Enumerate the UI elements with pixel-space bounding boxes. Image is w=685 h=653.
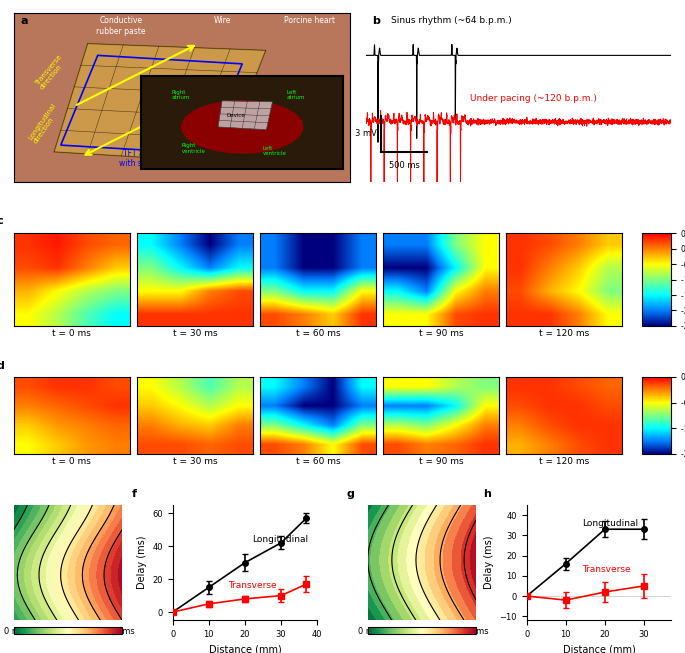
X-axis label: t = 0 ms: t = 0 ms xyxy=(52,328,91,338)
Text: TFT array
with sensor: TFT array with sensor xyxy=(119,148,164,168)
Y-axis label: Delay (ms): Delay (ms) xyxy=(484,536,494,590)
X-axis label: Distance (mm): Distance (mm) xyxy=(208,645,282,653)
Y-axis label: Delay (ms): Delay (ms) xyxy=(137,536,147,590)
Text: c: c xyxy=(0,216,3,226)
Text: h: h xyxy=(484,489,491,499)
X-axis label: Distance (mm): Distance (mm) xyxy=(562,645,636,653)
Text: Longitudinal
direction: Longitudinal direction xyxy=(27,102,62,144)
Text: d: d xyxy=(0,360,4,371)
Polygon shape xyxy=(54,44,266,162)
Text: Wire: Wire xyxy=(213,16,231,25)
Text: Under pacing (~120 b.p.m.): Under pacing (~120 b.p.m.) xyxy=(471,94,597,103)
Text: Sinus rhythm (~64 b.p.m.): Sinus rhythm (~64 b.p.m.) xyxy=(391,16,512,25)
Text: g: g xyxy=(346,489,354,499)
Text: Transverse
direction: Transverse direction xyxy=(34,54,68,91)
Text: Longitudinal: Longitudinal xyxy=(582,518,638,528)
Text: Porcine heart: Porcine heart xyxy=(284,16,335,25)
X-axis label: t = 90 ms: t = 90 ms xyxy=(419,456,464,466)
X-axis label: t = 30 ms: t = 30 ms xyxy=(173,456,217,466)
Text: 500 ms: 500 ms xyxy=(388,161,419,170)
Text: f: f xyxy=(132,489,137,499)
X-axis label: t = 120 ms: t = 120 ms xyxy=(539,328,590,338)
Text: a: a xyxy=(21,16,28,26)
X-axis label: t = 60 ms: t = 60 ms xyxy=(296,456,340,466)
Text: Transverse: Transverse xyxy=(227,581,276,590)
Text: Conductive
rubber paste: Conductive rubber paste xyxy=(97,16,146,36)
Text: 3 mV: 3 mV xyxy=(355,129,377,138)
X-axis label: t = 0 ms: t = 0 ms xyxy=(52,456,91,466)
Text: Longitudinal: Longitudinal xyxy=(252,535,308,544)
Text: b: b xyxy=(372,16,379,26)
X-axis label: t = 90 ms: t = 90 ms xyxy=(419,328,464,338)
X-axis label: t = 60 ms: t = 60 ms xyxy=(296,328,340,338)
Text: Transverse: Transverse xyxy=(582,565,630,574)
X-axis label: t = 30 ms: t = 30 ms xyxy=(173,328,217,338)
X-axis label: t = 120 ms: t = 120 ms xyxy=(539,456,590,466)
